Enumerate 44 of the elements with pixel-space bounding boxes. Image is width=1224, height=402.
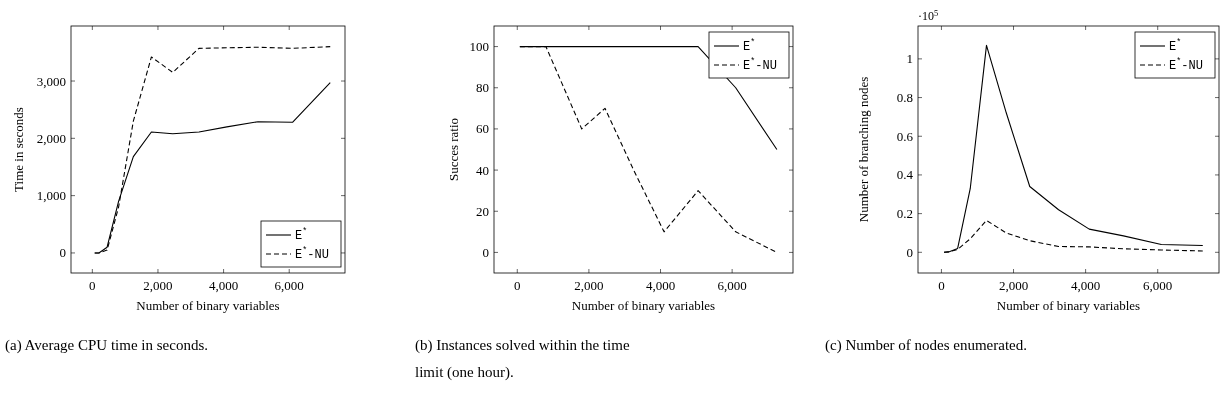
text: ·10$^{5}$ bbox=[918, 8, 939, 23]
legend-label: E$^{*}$-NU bbox=[743, 57, 777, 73]
text: (b) Instances solved within the time limit (one hour). bbox=[415, 337, 630, 381]
x-axis-title: Number of binary variables bbox=[996, 298, 1141, 313]
x-tick-label: 2,000 bbox=[998, 278, 1029, 293]
legend-label: E$^{*}$ bbox=[743, 38, 756, 54]
y-tick-label: 1,000 bbox=[36, 188, 66, 204]
x-axis-title: Number of binary variables bbox=[136, 298, 280, 313]
x-tick-label: 2,000 bbox=[143, 278, 173, 293]
y-axis-title: Succes ratio bbox=[446, 117, 461, 182]
y-tick-label: 80 bbox=[476, 80, 489, 96]
y-tick-label: 0 bbox=[906, 244, 913, 260]
y-tick-label: 100 bbox=[469, 39, 489, 55]
y-tick-label: 0.8 bbox=[896, 90, 913, 106]
y-tick-label: 2,000 bbox=[36, 130, 66, 146]
legend-label: E$^{*}$-NU bbox=[1169, 57, 1203, 73]
text: (c) Number of nodes enumerated. bbox=[825, 337, 1028, 354]
y-tick-label: 0.4 bbox=[896, 167, 914, 183]
x-tick-label: 4,000 bbox=[208, 278, 239, 293]
y-tick-label: 1 bbox=[906, 51, 913, 67]
x-tick-label: 6,000 bbox=[1143, 278, 1173, 293]
x-tick-label: 0 bbox=[89, 278, 96, 293]
x-tick-label: 2,000 bbox=[574, 278, 604, 293]
text: (a) Average CPU time in seconds. bbox=[5, 337, 209, 354]
y-tick-label: 0 bbox=[482, 244, 489, 260]
y-axis-title: Number of branching nodes bbox=[856, 76, 871, 223]
y-tick-label: 0 bbox=[59, 245, 66, 261]
y-tick-label: 20 bbox=[476, 203, 489, 219]
x-tick-label: 6,000 bbox=[274, 278, 304, 293]
y-tick-label: 0.6 bbox=[896, 128, 914, 144]
legend-label: E$^{*}$-NU bbox=[295, 246, 329, 262]
x-tick-label: 0 bbox=[938, 278, 945, 293]
y-tick-label: 60 bbox=[476, 121, 489, 137]
y-tick-label: 0.2 bbox=[896, 206, 913, 222]
y-tick-label: 40 bbox=[476, 162, 489, 178]
x-tick-label: 0 bbox=[514, 278, 521, 293]
x-axis-title: Number of binary variables bbox=[571, 298, 716, 313]
legend-label: E$^{*}$ bbox=[1169, 38, 1182, 54]
x-tick-label: 4,000 bbox=[1071, 278, 1101, 293]
x-tick-label: 6,000 bbox=[717, 278, 747, 293]
y-tick-label: 3,000 bbox=[36, 73, 66, 89]
legend-label: E$^{*}$ bbox=[295, 227, 308, 243]
x-tick-label: 4,000 bbox=[645, 278, 676, 293]
y-axis-title: Time in seconds bbox=[11, 107, 26, 192]
